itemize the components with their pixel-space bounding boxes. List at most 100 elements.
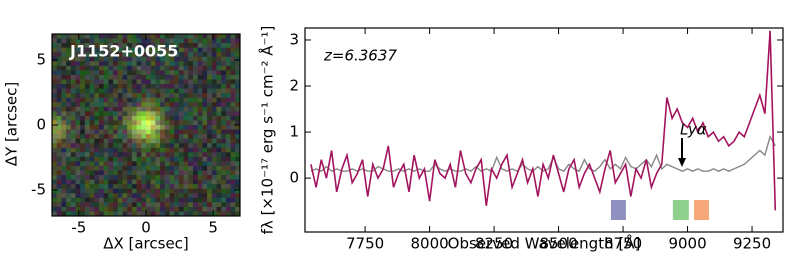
image-pixel	[117, 197, 123, 203]
image-pixel	[52, 165, 58, 171]
image-pixel	[155, 43, 161, 49]
image-pixel	[160, 179, 166, 185]
image-pixel	[141, 161, 147, 167]
image-pixel	[61, 152, 67, 158]
image-pixel	[136, 47, 142, 53]
image-pixel	[127, 206, 133, 212]
image-pixel	[225, 188, 231, 194]
image-pixel	[197, 138, 203, 144]
image-pixel	[131, 43, 137, 49]
image-pixel	[178, 206, 184, 212]
image-pixel	[52, 125, 58, 130]
image-pixel	[164, 193, 170, 199]
image-pixel	[160, 188, 166, 194]
image-pixel	[183, 56, 189, 62]
image-pixel	[127, 52, 133, 58]
image-pixel	[225, 152, 231, 158]
image-pixel	[70, 61, 76, 67]
image-pixel	[75, 74, 81, 80]
image-pixel	[169, 106, 175, 112]
image-pixel	[155, 170, 161, 176]
image-pixel	[178, 74, 184, 80]
image-pixel	[155, 147, 161, 153]
image-pixel	[141, 165, 147, 171]
image-pixel	[150, 211, 156, 217]
image-pixel	[66, 74, 72, 80]
image-pixel	[136, 88, 142, 94]
image-pixel	[225, 134, 231, 140]
image-pixel	[146, 34, 152, 39]
image-pixel	[202, 56, 208, 62]
image-pixel	[193, 206, 199, 212]
image-pixel	[211, 188, 217, 194]
image-pixel	[117, 79, 123, 85]
image-pixel	[193, 97, 199, 103]
image-pixel	[207, 93, 213, 99]
image-pixel	[70, 70, 76, 76]
image-pixel	[103, 79, 109, 85]
image-pixel	[56, 179, 62, 185]
image-pixel	[221, 156, 227, 162]
image-pixel	[113, 97, 119, 103]
image-pixel	[202, 65, 208, 71]
image-pixel	[108, 206, 114, 212]
image-pixel	[99, 129, 105, 135]
image-pixel	[103, 65, 109, 71]
image-pixel	[141, 170, 147, 176]
image-pixel	[141, 184, 147, 190]
image-pixel	[174, 143, 180, 149]
image-pixel	[150, 61, 156, 67]
image-pixel	[99, 47, 105, 53]
image-pixel	[80, 47, 86, 53]
image-pixel	[84, 97, 90, 103]
image-pixel	[225, 120, 231, 126]
image-pixel	[127, 179, 133, 185]
image-pixel	[150, 143, 156, 149]
image-pixel	[122, 61, 128, 67]
image-pixel	[178, 134, 184, 140]
image-pixel	[99, 111, 105, 117]
image-pixel	[160, 102, 166, 108]
image-pixel	[188, 156, 194, 162]
image-pixel	[225, 197, 231, 203]
image-pixel	[211, 102, 217, 108]
image-pixel	[178, 156, 184, 162]
image-pixel	[122, 211, 128, 217]
image-pixel	[80, 97, 86, 103]
image-pixel	[66, 38, 72, 44]
image-pixel	[146, 97, 152, 103]
image-pixel	[99, 156, 105, 162]
image-pixel	[75, 38, 81, 44]
image-pixel	[150, 179, 156, 185]
image-pixel	[221, 175, 227, 180]
image-pixel	[117, 129, 123, 135]
image-pixel	[103, 152, 109, 158]
image-pixel	[174, 152, 180, 158]
image-pixel	[225, 38, 231, 44]
image-pixel	[169, 38, 175, 44]
image-pixel	[160, 56, 166, 62]
x-tick-label: -5	[71, 219, 86, 237]
image-pixel	[94, 161, 100, 167]
image-pixel	[155, 138, 161, 144]
image-pixel	[94, 193, 100, 199]
image-pixel	[178, 202, 184, 208]
image-pixel	[56, 79, 62, 85]
image-pixel	[169, 147, 175, 153]
image-pixel	[178, 34, 184, 39]
image-pixel	[89, 143, 95, 149]
image-pixel	[202, 206, 208, 212]
image-pixel	[221, 56, 227, 62]
image-pixel	[225, 111, 231, 117]
image-pixel	[136, 70, 142, 76]
image-pixel	[131, 74, 137, 80]
image-pixel	[221, 129, 227, 135]
image-pixel	[94, 147, 100, 153]
image-pixel	[160, 206, 166, 212]
image-pixel	[117, 134, 123, 140]
image-pixel	[155, 70, 161, 76]
image-pixel	[94, 179, 100, 185]
image-pixel	[117, 43, 123, 49]
image-pixel	[75, 52, 81, 58]
image-pixel	[193, 211, 199, 217]
